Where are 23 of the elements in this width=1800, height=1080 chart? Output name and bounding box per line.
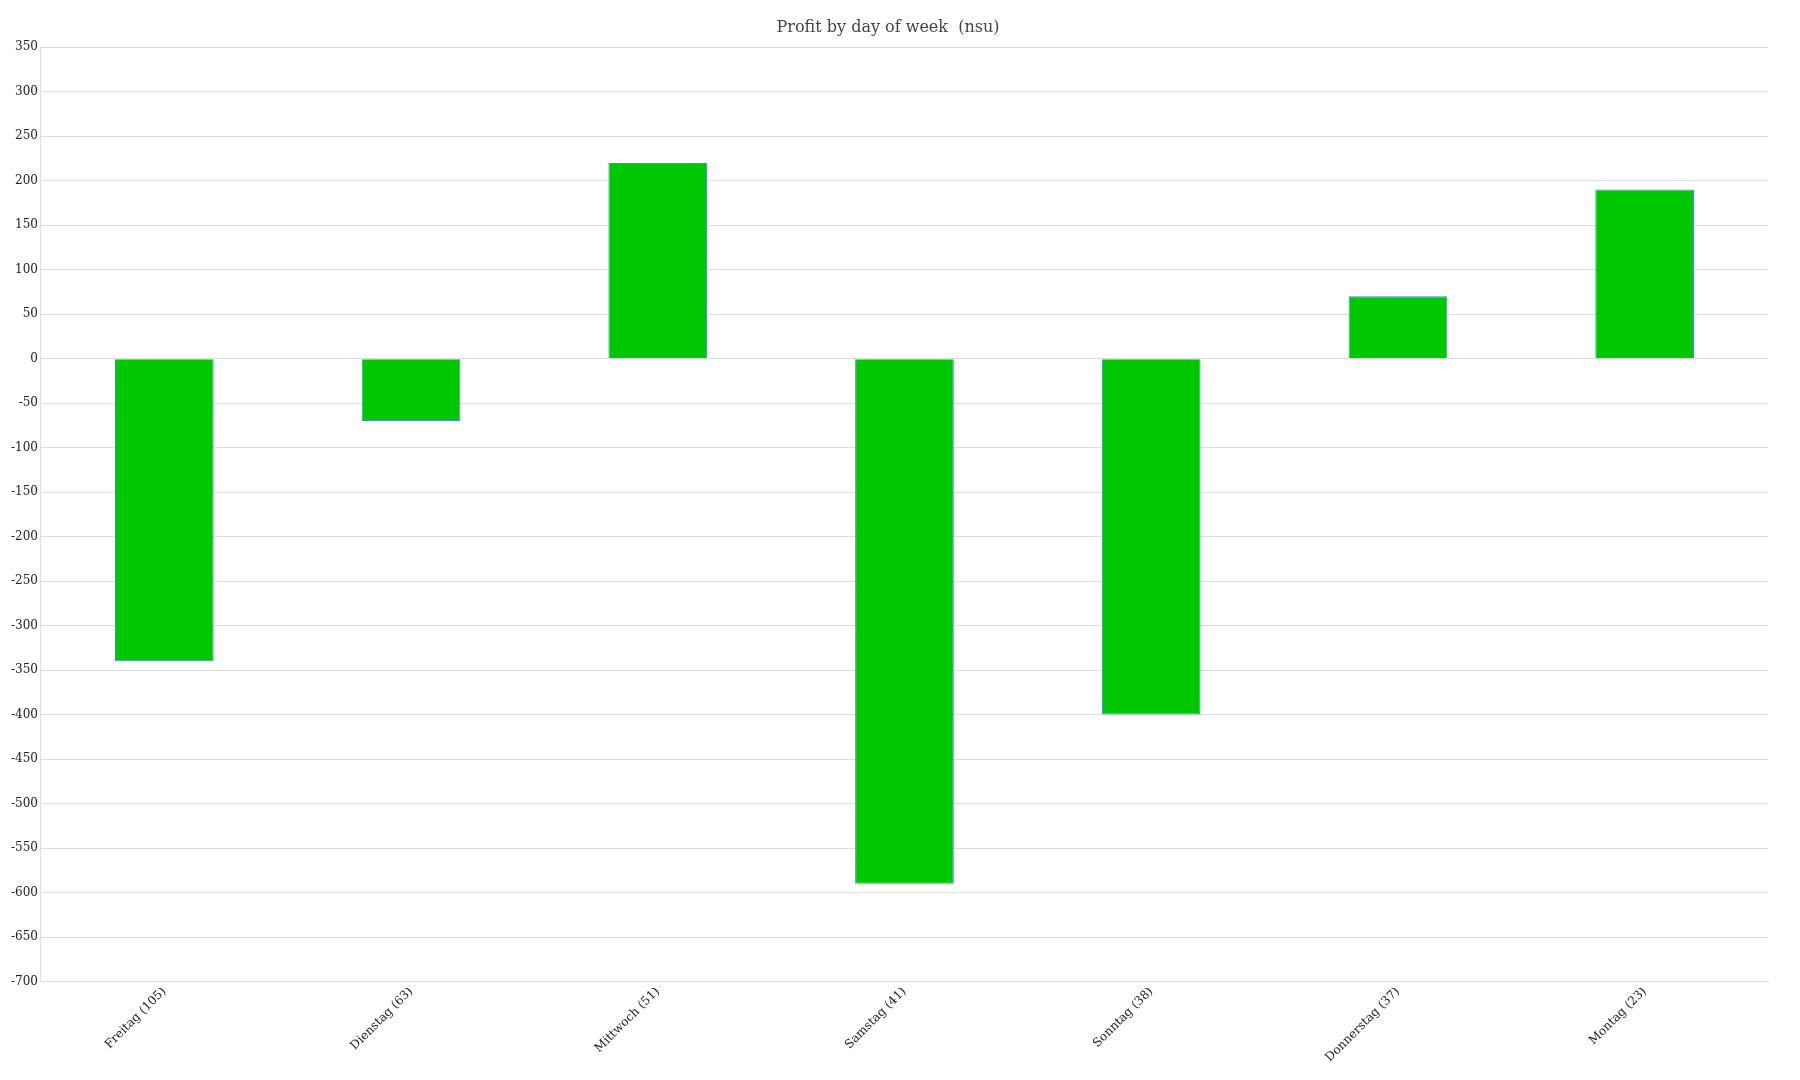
y-tick-label: -50	[18, 395, 38, 410]
y-tick-label: -100	[10, 439, 38, 454]
y-tick-label: 100	[15, 261, 38, 276]
y-tick-label: -500	[10, 795, 38, 810]
y-tick-label: 0	[30, 350, 38, 365]
y-tick-label: -600	[10, 884, 38, 899]
y-tick-label: -700	[10, 973, 38, 988]
y-tick-label: 200	[15, 172, 38, 187]
y-tick-label: 50	[22, 306, 38, 321]
y-tick-label: -650	[10, 929, 38, 944]
y-tick-label: -400	[10, 706, 38, 721]
chart-title: Profit by day of week (nsu)	[776, 16, 1000, 36]
y-tick-label: -300	[10, 617, 38, 632]
y-tick-label: -150	[10, 484, 38, 499]
y-tick-label: -200	[10, 528, 38, 543]
y-tick-label: -350	[10, 662, 38, 677]
y-tick-label: 250	[15, 128, 38, 143]
y-tick-label: -250	[10, 573, 38, 588]
y-tick-label: 350	[15, 39, 38, 54]
y-tick-label: -550	[10, 840, 38, 855]
y-tick-label: 150	[15, 217, 38, 232]
y-tick-label: 300	[15, 83, 38, 98]
y-tick-label: -450	[10, 751, 38, 766]
